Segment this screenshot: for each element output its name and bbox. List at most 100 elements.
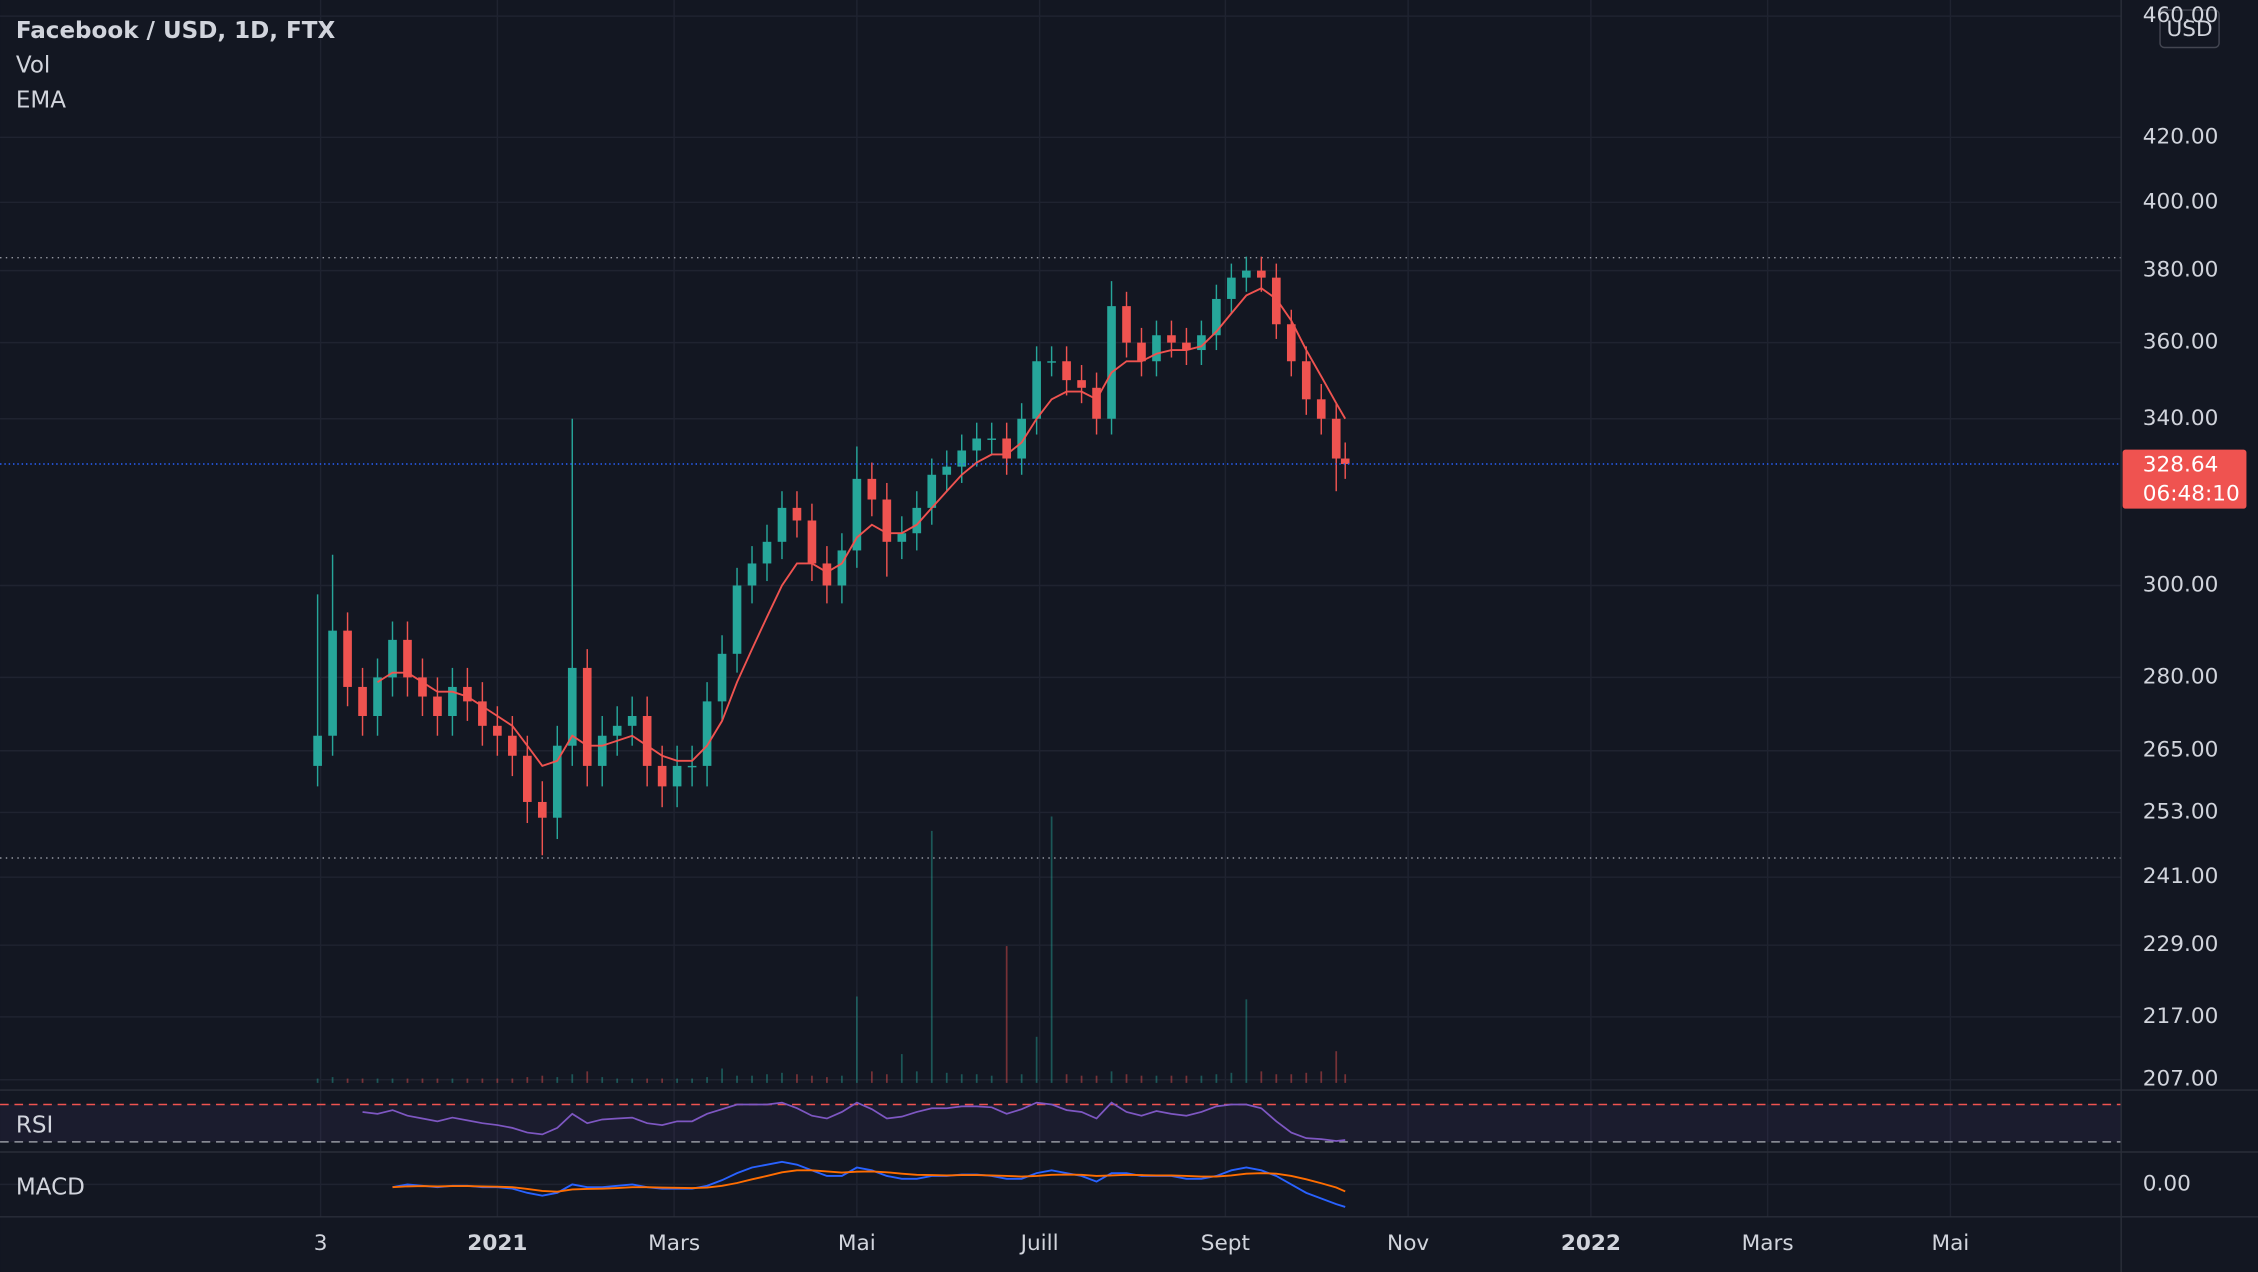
candle-body xyxy=(597,735,607,766)
candle-body xyxy=(448,686,457,716)
volume-bar xyxy=(691,1078,693,1083)
volume-bar xyxy=(586,1071,589,1083)
candle-body xyxy=(1002,438,1011,459)
candle-body xyxy=(418,677,427,697)
rsi-line xyxy=(362,1101,1346,1142)
last-price-label: 328.64 xyxy=(2143,452,2219,477)
x-tick-label: 2021 xyxy=(467,1231,527,1256)
volume-bar xyxy=(796,1074,798,1083)
volume-bar xyxy=(466,1078,469,1083)
candle-body xyxy=(897,533,907,542)
volume-bar xyxy=(376,1078,379,1083)
candle-body xyxy=(1107,306,1116,419)
volume-bar xyxy=(1050,816,1053,1083)
candle-body xyxy=(478,701,487,726)
volume-bar xyxy=(1035,1036,1038,1083)
currency-box[interactable] xyxy=(2159,9,2220,49)
volume-bar xyxy=(631,1078,634,1083)
candle-body xyxy=(1137,342,1146,362)
volume-bar xyxy=(511,1078,514,1083)
y-tick-label: 207.00 xyxy=(2143,1067,2219,1092)
volume-bar xyxy=(1005,946,1008,1083)
volume-bar xyxy=(571,1074,574,1083)
candle-body xyxy=(328,630,337,736)
candle-body xyxy=(942,466,952,475)
candle-body xyxy=(537,801,547,818)
candle-body xyxy=(1286,324,1296,362)
volume-bar xyxy=(811,1075,813,1083)
candle-body xyxy=(1032,361,1041,419)
candle-body xyxy=(837,550,847,586)
volume-bar xyxy=(406,1078,409,1083)
x-tick-label: Juill xyxy=(1019,1231,1059,1256)
volume-bar xyxy=(930,830,933,1083)
volume-bar xyxy=(1200,1075,1203,1083)
volume-bar xyxy=(1230,1072,1233,1083)
volume-bar xyxy=(646,1078,649,1083)
y-tick-label: 460.00 xyxy=(2143,3,2219,28)
candle-body xyxy=(493,725,502,736)
candle-body xyxy=(807,520,817,564)
volume-bar xyxy=(975,1074,978,1083)
volume-bar xyxy=(1020,1074,1023,1083)
candle-body xyxy=(567,667,577,746)
volume-bar xyxy=(736,1075,738,1083)
volume-bar xyxy=(556,1077,559,1083)
candle-body xyxy=(672,765,682,787)
candle-body xyxy=(1167,335,1176,343)
volume-bar xyxy=(1080,1075,1083,1083)
candle-body xyxy=(732,585,742,654)
legend-volume: Vol xyxy=(16,53,50,79)
x-tick-label: Mai xyxy=(838,1231,876,1256)
volume-bar xyxy=(346,1078,349,1083)
legend-ema: EMA xyxy=(16,87,66,113)
volume-bar xyxy=(361,1078,364,1083)
candle-body xyxy=(1017,418,1026,459)
candle-body xyxy=(912,507,922,534)
y-tick-label: 217.00 xyxy=(2143,1004,2219,1029)
candle-body xyxy=(747,563,757,586)
candle-body xyxy=(582,667,592,766)
volume-bar xyxy=(481,1078,484,1083)
candle-body xyxy=(1340,458,1350,465)
legend-macd: MACD xyxy=(16,1175,85,1201)
candle-body xyxy=(1316,399,1326,419)
candle-body xyxy=(1197,335,1206,351)
y-tick-label: 265.00 xyxy=(2143,738,2219,763)
candle-body xyxy=(867,478,877,500)
volume-bar xyxy=(451,1078,454,1083)
macd-line xyxy=(392,1160,1346,1208)
y-tick-label: 300.00 xyxy=(2143,572,2219,597)
macd-line xyxy=(392,1169,1346,1193)
volume-bar xyxy=(870,1071,873,1083)
volume-bar xyxy=(721,1068,723,1083)
legend-rsi: RSI xyxy=(16,1113,53,1139)
ema-line xyxy=(377,287,1347,767)
plot xyxy=(0,256,2122,1208)
candle-body xyxy=(792,507,802,521)
x-tick-label: Mars xyxy=(1742,1231,1794,1256)
volume-bar xyxy=(960,1074,963,1083)
grid xyxy=(0,0,2122,1217)
volume-bar xyxy=(331,1077,334,1083)
volume-bar xyxy=(616,1078,619,1083)
volume-bar xyxy=(496,1078,499,1083)
candle-body xyxy=(1257,270,1266,278)
candle-body xyxy=(463,686,472,702)
candle-body xyxy=(523,755,532,802)
volume-bar xyxy=(1320,1071,1323,1083)
candle-body xyxy=(762,541,772,564)
currency[interactable]: USD xyxy=(2166,17,2212,42)
volume-bar xyxy=(1155,1075,1158,1083)
x-tick-label: 3 xyxy=(314,1231,328,1256)
x-tick-label: Nov xyxy=(1387,1231,1429,1256)
candle-body xyxy=(433,696,442,716)
volume-bar xyxy=(1170,1075,1173,1083)
volume-bar xyxy=(541,1075,544,1083)
candle-body xyxy=(1271,277,1281,325)
candle-body xyxy=(642,715,652,766)
volume-bar xyxy=(436,1078,439,1083)
volume-bar xyxy=(676,1078,678,1083)
candle-body xyxy=(388,639,397,678)
y-tick-label: 280.00 xyxy=(2143,664,2219,689)
